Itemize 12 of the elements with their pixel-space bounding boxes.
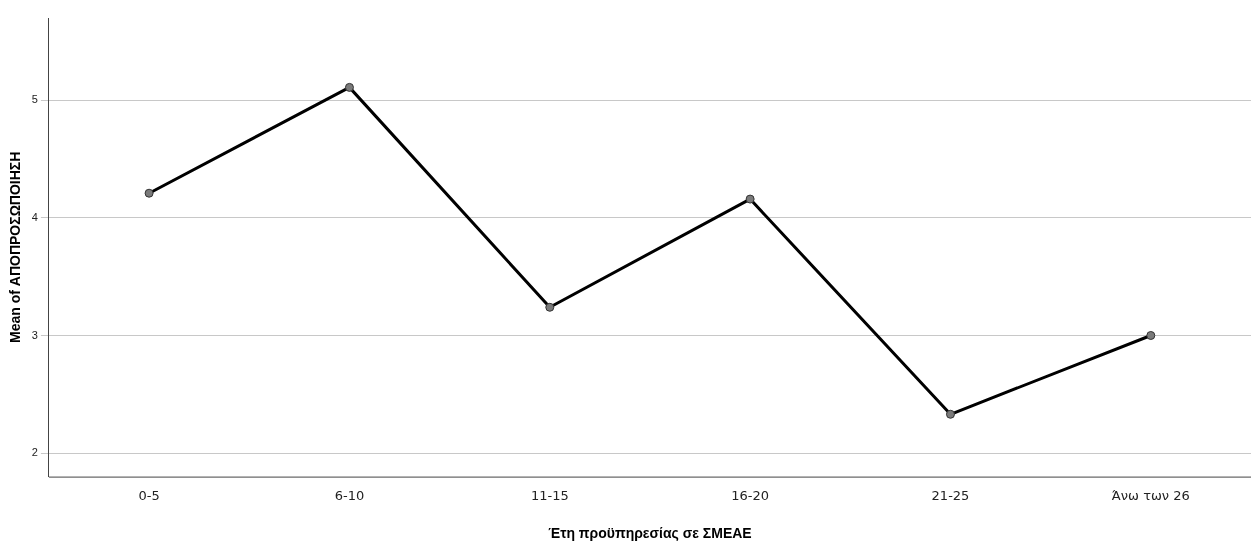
x-tick-label: 6-10: [334, 487, 365, 503]
x-tick-label: 11-15: [530, 487, 569, 503]
y-tick-label: 2: [31, 446, 38, 459]
x-tick-label: Άνω των 26: [1111, 487, 1190, 503]
x-axis-title: Έτη προϋπηρεσίας σε ΣΜΕΑΕ: [548, 525, 752, 542]
y-tick-label: 3: [31, 328, 38, 341]
y-axis-title: Mean of ΑΠΟΠΡΟΣΩΠΟΙΗΣΗ: [7, 151, 24, 343]
x-tick-label: 16-20: [731, 487, 770, 503]
x-tick-label: 0-5: [138, 487, 160, 503]
x-tick-label: 21-25: [931, 487, 970, 503]
y-tick-label: 4: [31, 210, 38, 223]
y-tick-label: 5: [31, 93, 38, 106]
